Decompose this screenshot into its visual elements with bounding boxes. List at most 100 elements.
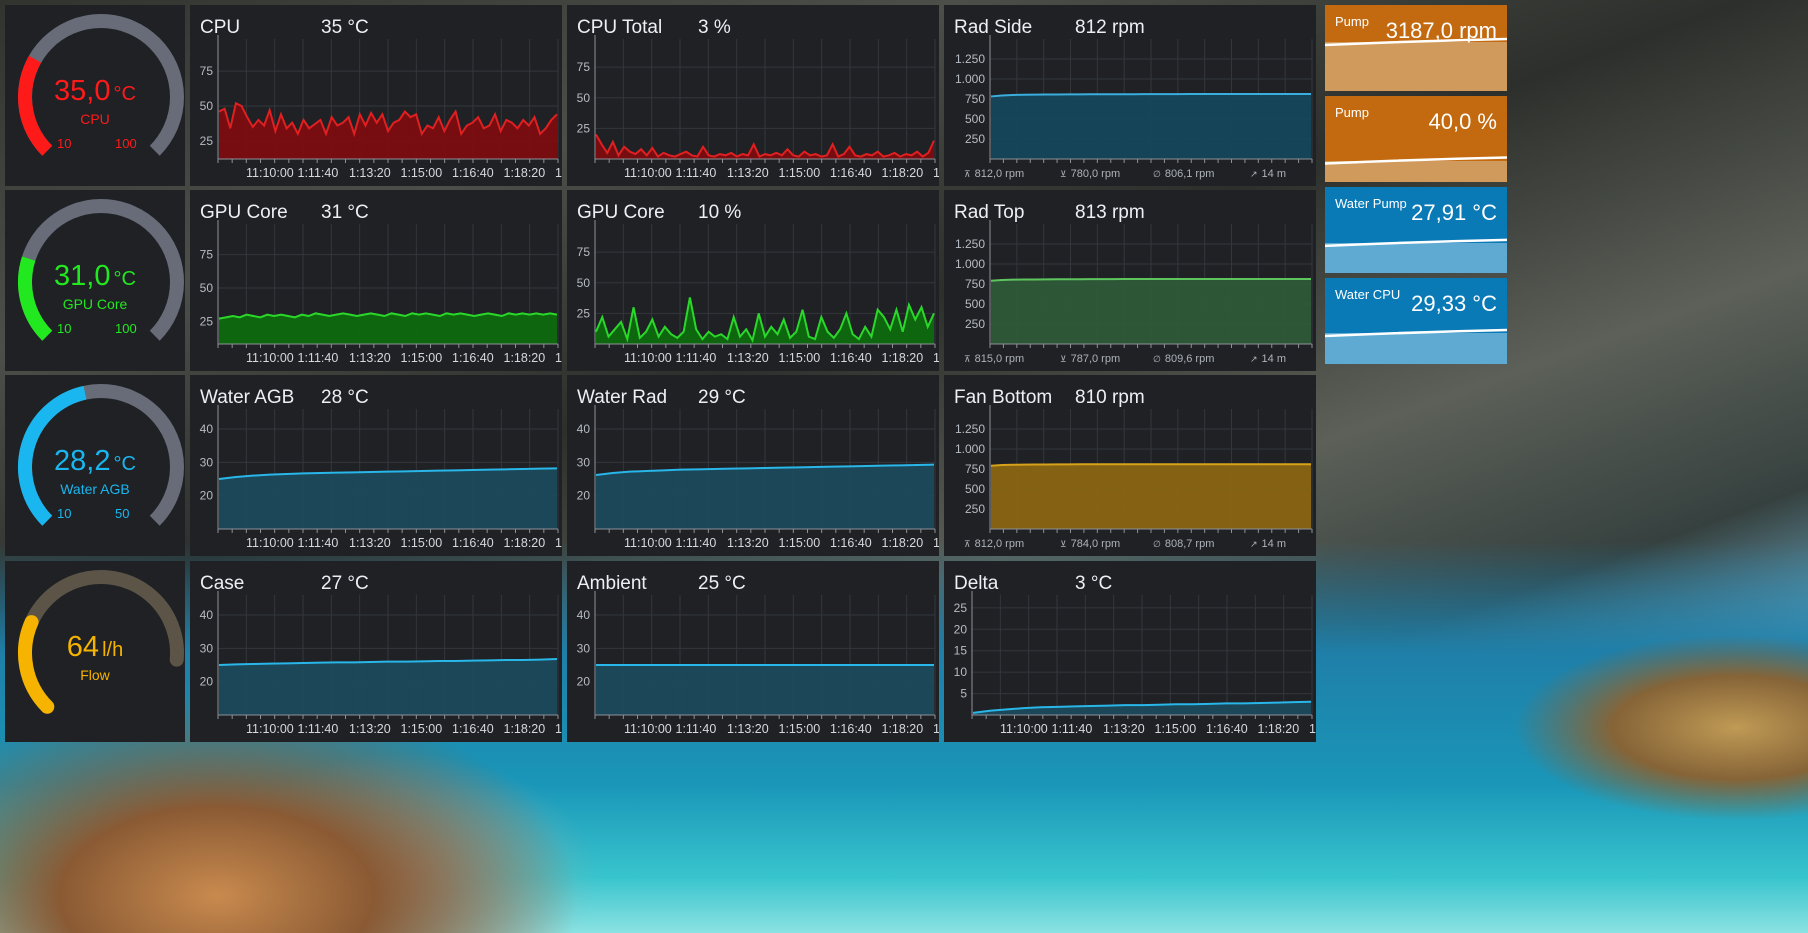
y-tick-label: 25 — [577, 306, 591, 320]
chart-stat: ⊻ 787,0 rpm — [1060, 353, 1121, 365]
x-tick-label: 1:16:40 — [452, 166, 494, 180]
y-tick-label: 20 — [200, 489, 214, 503]
chart-plot: 40 30 20 11:10:00 1:11:40 1:13:20 1:15:00 1:16:… — [577, 591, 939, 736]
series-area — [219, 103, 557, 159]
chart-current-value: 3 °C — [1075, 573, 1113, 594]
y-tick-label: 500 — [965, 112, 985, 126]
chart-title: CPU — [200, 17, 241, 38]
x-tick-label: 1:18:20 — [882, 536, 924, 550]
x-tick-label: 1:15:00 — [401, 722, 443, 736]
x-tick-label: 11:10:00 — [246, 722, 294, 736]
tile-level-line — [1325, 238, 1507, 248]
series-line — [595, 134, 935, 158]
x-tick-label: 1:18:20 — [504, 722, 546, 736]
chart-current-value: 25 °C — [698, 573, 746, 594]
chart-stat: ⊼ 812,0 rpm — [964, 168, 1025, 180]
chart-title: GPU Core — [577, 202, 665, 223]
chart-plot: 75 50 25 11:10:00 1:11:40 1:13:20 1:15:00 1:16:… — [577, 35, 939, 180]
y-tick-label: 250 — [965, 502, 985, 516]
chart-plot: 75 50 25 11:10:00 1:11:40 1:13:20 1:15:00 1:16:… — [200, 220, 562, 365]
gauge-min: 10 — [57, 136, 72, 151]
tile-level-fill — [1325, 242, 1507, 273]
chart-panel: GPU Core 31 °C 75 50 25 11:10:00 1:11:40 1:13:2… — [190, 190, 562, 371]
chart-panel: GPU Core 10 % 75 50 25 11:10:00 1:11:40 1:13:20… — [567, 190, 939, 371]
max-icon: ⊼ — [964, 169, 971, 179]
x-tick-label: 1:13:20 — [349, 536, 391, 550]
x-tick-label: 1:20:00 — [933, 536, 939, 550]
x-tick-label: 1:20:00 — [555, 166, 562, 180]
y-tick-label: 15 — [954, 644, 968, 658]
y-tick-label: 1.250 — [955, 237, 985, 251]
tile-name: Water Pump — [1335, 196, 1407, 211]
x-tick-label: 1:20:00 — [933, 351, 939, 365]
gauge-max: 50 — [115, 506, 130, 521]
chart-stat: ∅ 806,1 rpm — [1153, 168, 1215, 180]
y-tick-label: 25 — [200, 314, 214, 328]
min-icon: ⊻ — [1060, 354, 1067, 364]
x-tick-label: 1:15:00 — [401, 166, 443, 180]
chart-panel: Rad Top 813 rpm 1.250 1.000 750 500 250 ⊼ 815,0 … — [944, 190, 1316, 371]
x-tick-label: 1:11:40 — [1052, 722, 1093, 736]
gauge-arc-icon — [18, 384, 184, 526]
y-tick-label: 500 — [965, 297, 985, 311]
series-area — [219, 313, 557, 344]
x-tick-label: 1:11:40 — [298, 166, 339, 180]
x-tick-label: 11:10:00 — [624, 536, 672, 550]
y-tick-label: 1.250 — [955, 52, 985, 66]
chart-stat: ∅ 809,6 rpm — [1153, 353, 1215, 365]
y-tick-label: 750 — [965, 92, 985, 106]
tile-value: 40,0 % — [1428, 109, 1498, 134]
gauge-unit: °C — [113, 268, 136, 290]
gauge-unit: °C — [113, 453, 136, 475]
x-tick-label: 1:16:40 — [830, 536, 872, 550]
x-tick-label: 1:11:40 — [298, 536, 339, 550]
chart-current-value: 31 °C — [321, 202, 369, 223]
x-tick-label: 1:16:40 — [830, 166, 872, 180]
x-tick-label: 1:15:00 — [779, 351, 821, 365]
sensor-tile: Pump 3187,0 rpm — [1325, 5, 1507, 91]
x-tick-label: 11:10:00 — [624, 722, 672, 736]
average-icon: ∅ — [1153, 169, 1161, 179]
series-area — [991, 94, 1311, 159]
tile-level-line — [1325, 37, 1507, 47]
y-tick-label: 30 — [200, 455, 214, 469]
chart-plot: 1.250 1.000 750 500 250 — [955, 220, 1313, 348]
chart-current-value: 27 °C — [321, 573, 369, 594]
x-tick-label: 1:13:20 — [349, 351, 391, 365]
max-icon: ⊼ — [964, 354, 971, 364]
chart-current-value: 810 rpm — [1075, 387, 1145, 408]
chart-plot: 75 50 25 11:10:00 1:11:40 1:13:20 1:15:00 1:16:… — [200, 35, 562, 180]
chart-panel: Ambient 25 °C 40 30 20 11:10:00 1:11:40 1:13:20… — [567, 561, 939, 742]
x-tick-label: 1:11:40 — [676, 536, 717, 550]
series-area — [596, 297, 934, 344]
chart-title: GPU Core — [200, 202, 288, 223]
y-tick-label: 10 — [954, 665, 968, 679]
min-icon: ⊻ — [1060, 539, 1067, 549]
y-tick-label: 75 — [200, 248, 214, 262]
x-tick-label: 1:15:00 — [779, 536, 821, 550]
series-line — [218, 467, 558, 480]
x-tick-label: 1:16:40 — [452, 722, 494, 736]
chart-stat: ⊻ 780,0 rpm — [1060, 168, 1121, 180]
y-tick-label: 50 — [577, 91, 591, 105]
x-tick-label: 1:20:00 — [555, 722, 562, 736]
duration-icon: ↗ — [1250, 539, 1258, 549]
chart-current-value: 28 °C — [321, 387, 369, 408]
x-tick-label: 1:18:20 — [882, 351, 924, 365]
x-tick-label: 1:13:20 — [727, 536, 769, 550]
min-icon: ⊻ — [1060, 169, 1067, 179]
x-tick-label: 1:15:00 — [401, 536, 443, 550]
tile-level-line — [1325, 328, 1507, 338]
y-tick-label: 50 — [200, 281, 214, 295]
max-icon: ⊼ — [964, 539, 971, 549]
chart-title: Water Rad — [577, 387, 668, 408]
x-tick-label: 1:20:00 — [555, 536, 562, 550]
gauge-unit: °C — [113, 83, 136, 105]
series-line — [218, 312, 558, 320]
gauge-min: 10 — [57, 321, 72, 336]
y-tick-label: 40 — [200, 422, 214, 436]
y-tick-label: 1.250 — [955, 422, 985, 436]
series-area — [596, 464, 934, 529]
series-area — [219, 659, 557, 715]
chart-panel: CPU Total 3 % 75 50 25 11:10:00 1:11:40 1:13:20… — [567, 5, 939, 186]
